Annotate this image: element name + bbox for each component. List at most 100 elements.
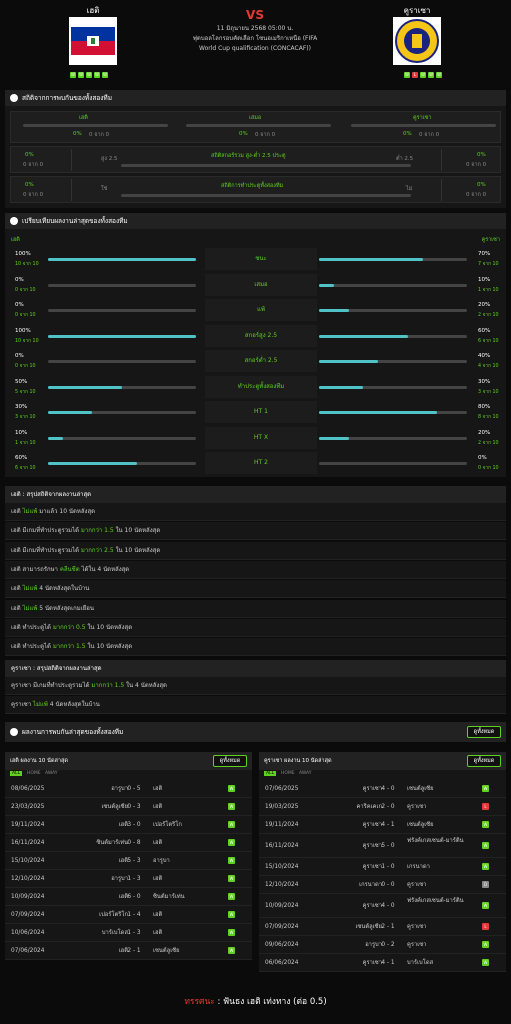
match-date: 16/11/2024 [265,843,299,849]
home_summary-line: เฮติ ไม่แพ้ 5 นัดหลังสุดเกมเยือน [5,599,506,618]
match-away-team: ซินต์มาร์เท่น [153,894,185,900]
match-row[interactable]: 19/11/2024 เฮติ 3 - 0 เปอร์โตริโก W [5,816,252,834]
match-row[interactable]: 19/03/2025 คาริคเคเก 2 - 0 คูราเซา L [259,798,506,816]
compare-away-bar [319,258,467,261]
soccer-ball-icon [10,217,18,225]
match-score: 5 - 3 [127,858,141,864]
match-score: 0 - 3 [127,804,141,810]
home_summary-line: เฮติ ไม่แพ้ 4 นัดหลังสุดในบ้าน [5,580,506,599]
away-see-all-button[interactable]: ดูทั้งหมด [467,755,501,767]
match-date: 16/11/2024 [11,840,45,846]
match-row[interactable]: 07/09/2024 เปอร์โตริโก 1 - 4 เฮติ W [5,906,252,924]
compare-home-label: เฮติ [11,237,20,243]
match-row[interactable]: 07/06/2025 คูราเซา 4 - 0 เซนต์ลูเซีย W [259,780,506,798]
away_summary-text: คูราเซา มีเกมที่ทำประตูรวมได้ [11,682,92,689]
away-tab-all[interactable]: ALL [264,771,277,776]
compare-home-bar [48,411,196,414]
match-row[interactable]: 19/11/2024 คูราเซา 4 - 1 เซนต์ลูเซีย W [259,816,506,834]
home-summary-title: เฮติ : สรุปสถิติจากผลงานล่าสุด [5,486,506,504]
match-score: 4 - 0 [381,903,395,909]
match-home-team: อารูบา [111,786,128,792]
curacao-federation-logo[interactable] [393,17,441,65]
home_summary-text: 4 นัดหลังสุดในบ้าน [37,585,90,593]
match-score: 5 - 0 [381,843,395,849]
home-see-all-button[interactable]: ดูทั้งหมด [213,755,247,767]
btts-right-tag: ไม่ [406,186,413,192]
away-team-name[interactable]: คูราเซา [403,6,431,15]
match-home-team: อารูบา [111,876,128,882]
match-home-team: คาริคเคเก [356,804,382,810]
match-row[interactable]: 16/11/2024 คูราเซา 5 - 0 ฟรังค์เกสเซนต์-มาร… [259,834,506,858]
match-row[interactable]: 10/06/2024 บาร์เบโดส 1 - 3 เฮติ W [5,924,252,942]
match-row[interactable]: 08/06/2025 อารูบา 0 - 5 เฮติ W [5,780,252,798]
compare-away-bar-fill [319,436,349,440]
away_summary-text: 4 นัดหลังสุดในบ้าน [47,701,100,709]
match-row[interactable]: 10/09/2024 เฮติ 6 - 0 ซินต์มาร์เท่น W [5,888,252,906]
home-tab-home[interactable]: HOME [27,771,41,776]
compare-away-count: 6 จาก 10 [478,338,499,344]
compare-row: 0% 0 จาก 10 เสมอ 10% 1 จาก 10 [5,273,506,298]
home_summary-line: เฮติ ไม่แพ้ มาแล้ว 10 นัดหลังสุด [5,503,506,521]
match-result-badge: D [482,881,489,888]
btts-right-pct: 0% [477,182,486,188]
match-row[interactable]: 15/10/2024 คูราเซา 1 - 0 เกรนาดา W [259,858,506,876]
home-form-badge: W [78,72,84,78]
away-tab-away[interactable]: AWAY [299,771,312,776]
match-away-team: เซนต์ลูเซีย [407,822,434,828]
match-row[interactable]: 23/03/2025 เซนต์ลูเซีย 0 - 3 เฮติ W [5,798,252,816]
compare-header: เปรียบเทียบผลงานล่าสุดของทั้งสองทีม [5,213,506,229]
match-row[interactable]: 12/10/2024 เกรนาดา 0 - 0 คูราเซา D [259,876,506,894]
match-date: 08/06/2025 [11,786,45,792]
compare-home-pct: 30% [15,404,28,410]
match-row[interactable]: 06/06/2024 คูราเซา 4 - 1 บาร์เบโดส W [259,954,506,972]
wdl-card: เฮติ เสมอ คูราเซา 0% 0 จาก 0 0% 0 จาก 0 … [10,111,501,143]
match-row[interactable]: 16/11/2024 ซินต์มาร์เท่น 0 - 8 เฮติ W [5,834,252,852]
away-tab-home[interactable]: HOME [281,771,295,776]
match-row[interactable]: 15/10/2024 เฮติ 5 - 3 อารูบา W [5,852,252,870]
match-away-team: บาร์เบโดส [407,960,434,966]
match-away-team: เกรนาดา [407,864,430,870]
haiti-flag-logo[interactable] [69,17,117,65]
compare-home-bar [48,309,196,312]
match-away-team: ฟรังค์เกสเซนต์-มาร์ติน [407,838,464,844]
compare-home-bar-fill [48,258,196,261]
away_summary-line: คูราเซา ไม่แพ้ 4 นัดหลังสุดในบ้าน [5,696,506,715]
away-summary-title: คูราเซา : สรุปสถิติจากผลงานล่าสุด [5,660,506,678]
match-row[interactable]: 12/10/2024 อารูบา 1 - 3 เฮติ W [5,870,252,888]
match-date: 23/03/2025 [11,804,45,810]
home_summary-line: เฮติ ทำประตูได้ มากกว่า 1.5 ใน 10 นัดหลั… [5,638,506,657]
match-row[interactable]: 07/06/2024 เฮติ 2 - 1 เซนต์ลูเซีย W [5,942,252,960]
wdl-draw-pct: 0% [239,131,248,137]
away_summary-text: ไม่แพ้ [33,701,48,709]
match-away-team: เฮติ [153,804,163,810]
compare-metric-label: HT 1 [205,401,317,423]
match-row[interactable]: 09/06/2024 อารูบา 0 - 2 คูราเซา W [259,936,506,954]
match-home-team: ซินต์มาร์เท่น [96,840,128,846]
home-tab-all[interactable]: ALL [10,771,23,776]
match-result-badge: W [482,863,489,870]
compare-title: เปรียบเทียบผลงานล่าสุดของทั้งสองทีม [22,217,128,225]
away-form-badge: W [404,72,410,78]
home-team-name[interactable]: เฮติ [86,6,100,15]
btts-left-of: 0 จาก 0 [23,192,44,198]
match-row[interactable]: 10/09/2024 คูราเซา 4 - 0 ฟรังค์เกสเซนต์-มาร… [259,894,506,918]
match-result-badge: W [228,803,235,810]
btts-label: สถิติการทำประตูทั้งสองทีม [221,183,284,189]
ou-left-of: 0 จาก 0 [23,162,44,168]
recent-see-all-button[interactable]: ดูทั้งหมด [467,726,501,738]
compare-home-bar [48,334,196,338]
home-tab-away[interactable]: AWAY [45,771,58,776]
compare-home-bar-fill [48,411,93,414]
wdl-draw-of: 0 จาก 0 [255,132,276,138]
match-away-team: คูราเซา [407,804,427,810]
home-form-badge: W [94,72,100,78]
btts-left-pct: 0% [25,182,34,188]
match-away-team: คูราเซา [407,924,427,930]
match-home-team: คูราเซา [362,843,382,849]
match-row[interactable]: 07/09/2024 เซนต์ลูเซีย 2 - 1 คูราเซา L [259,918,506,936]
compare-metric-label: สกอร์ต่ำ 2.5 [205,350,317,372]
match-home-team: คูราเซา [362,822,382,828]
match-date: 10/09/2024 [265,903,299,909]
home_summary-text: เฮติ [11,585,23,593]
compare-away-pct: 80% [478,404,491,410]
